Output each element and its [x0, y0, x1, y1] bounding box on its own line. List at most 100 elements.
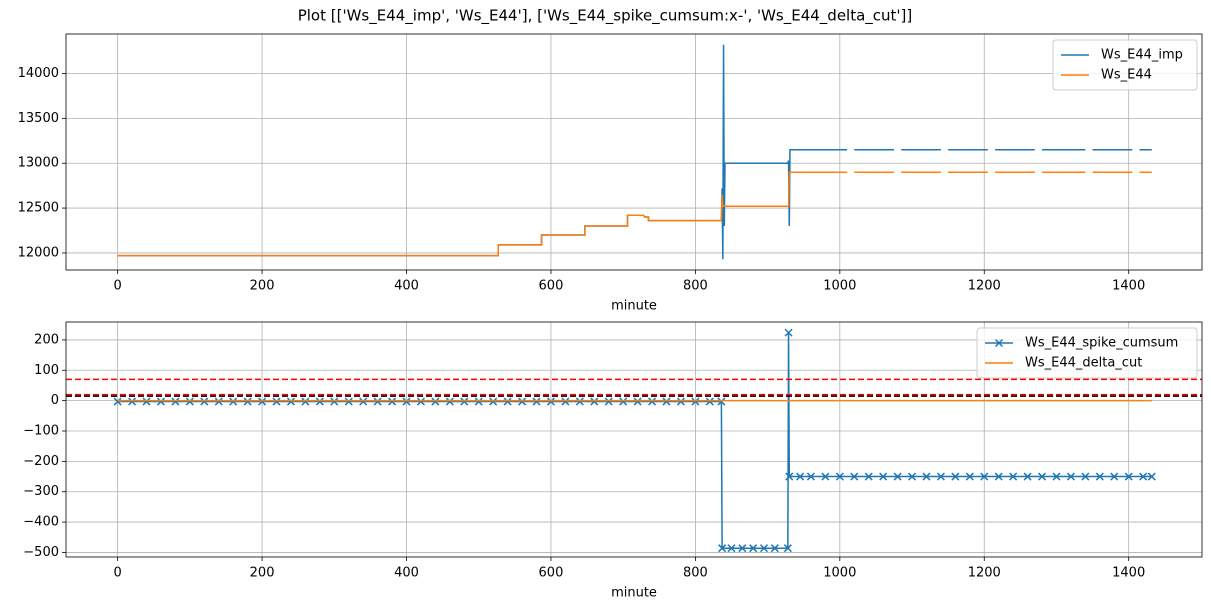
series-marker	[980, 472, 989, 481]
x-tick-label: 600	[539, 566, 564, 581]
legend-label: Ws_E44_imp	[1101, 48, 1183, 63]
series-marker	[1124, 472, 1133, 481]
plot-area	[66, 328, 1202, 553]
series-marker	[604, 397, 613, 406]
series-marker	[503, 397, 512, 406]
series-marker	[229, 397, 238, 406]
y-tick-label: −300	[23, 484, 59, 499]
axes-frame	[65, 33, 1203, 271]
series-marker	[785, 472, 794, 481]
x-tick-label: 200	[250, 566, 275, 581]
series-marker	[850, 472, 859, 481]
series-marker	[727, 544, 736, 553]
x-tick-label: 600	[539, 279, 564, 294]
series-marker	[575, 397, 584, 406]
series-marker	[561, 397, 570, 406]
series-marker	[718, 544, 727, 553]
series-marker	[1147, 472, 1156, 481]
legend-marker	[994, 338, 1004, 348]
series-marker	[1095, 472, 1104, 481]
series-line	[117, 171, 1152, 257]
series-marker	[676, 397, 685, 406]
series-marker	[1066, 472, 1075, 481]
series-marker	[214, 397, 223, 406]
series-marker	[922, 472, 931, 481]
x-tick-label: 1400	[1112, 279, 1145, 294]
series-marker	[489, 397, 498, 406]
x-axis-label: minute	[611, 299, 657, 314]
series-marker	[142, 397, 151, 406]
series-marker	[185, 397, 194, 406]
series-marker	[908, 472, 917, 481]
legend-label: Ws_E44_delta_cut	[1025, 356, 1142, 371]
y-tick-label: 13500	[18, 111, 59, 126]
series-marker	[662, 397, 671, 406]
y-tick-label: −400	[23, 515, 59, 530]
series-marker	[113, 397, 122, 406]
plot-area	[117, 44, 1152, 260]
series-marker	[738, 544, 747, 553]
x-tick-label: 1200	[968, 279, 1001, 294]
x-tick-label: 400	[394, 566, 419, 581]
series-marker	[272, 397, 281, 406]
y-tick-label: −200	[23, 454, 59, 469]
x-tick-label: 1000	[823, 566, 856, 581]
legend-box	[1052, 39, 1198, 91]
series-marker	[965, 472, 974, 481]
series-marker	[717, 397, 726, 406]
series-marker	[1038, 472, 1047, 481]
axes-frame	[65, 321, 1203, 558]
series-marker	[431, 397, 440, 406]
series-marker	[749, 544, 758, 553]
series-marker	[518, 397, 527, 406]
series-marker	[474, 397, 483, 406]
series-marker	[200, 397, 209, 406]
x-tick-label: 400	[394, 279, 419, 294]
series-marker	[1110, 472, 1119, 481]
y-tick-label: 14000	[18, 66, 59, 81]
series-marker	[796, 472, 805, 481]
series-marker	[590, 397, 599, 406]
y-tick-label: −500	[23, 545, 59, 560]
series-marker	[1052, 472, 1061, 481]
y-tick-label: −100	[23, 423, 59, 438]
series-marker	[770, 544, 779, 553]
series-marker	[402, 397, 411, 406]
series-marker	[784, 328, 793, 337]
figure-title: Plot [['Ws_E44_imp', 'Ws_E44'], ['Ws_E44…	[298, 7, 913, 26]
series-marker	[330, 397, 339, 406]
series-marker	[359, 397, 368, 406]
series-marker	[286, 397, 295, 406]
series-marker	[936, 472, 945, 481]
series-marker	[619, 397, 628, 406]
x-tick-label: 1400	[1112, 566, 1145, 581]
x-tick-label: 800	[683, 566, 708, 581]
y-tick-label: 12500	[18, 201, 59, 216]
series-marker	[315, 397, 324, 406]
series-marker	[243, 397, 252, 406]
y-tick-label: 0	[51, 393, 59, 408]
series-marker	[1009, 472, 1018, 481]
series-marker	[951, 472, 960, 481]
series-marker	[806, 472, 815, 481]
series-marker	[705, 397, 714, 406]
series-line	[117, 332, 1152, 549]
series-marker	[821, 472, 830, 481]
series-marker	[373, 397, 382, 406]
series-marker	[835, 472, 844, 481]
series-marker	[301, 397, 310, 406]
series-marker	[156, 397, 165, 406]
series-marker	[994, 472, 1003, 481]
y-tick-label: 100	[34, 363, 59, 378]
series-marker	[532, 397, 541, 406]
series-marker	[1081, 472, 1090, 481]
x-tick-label: 0	[113, 279, 121, 294]
legend-label: Ws_E44	[1101, 68, 1152, 83]
legend-label: Ws_E44_spike_cumsum	[1025, 336, 1178, 351]
series-marker	[460, 397, 469, 406]
series-marker	[691, 397, 700, 406]
x-axis-label: minute	[611, 586, 657, 601]
